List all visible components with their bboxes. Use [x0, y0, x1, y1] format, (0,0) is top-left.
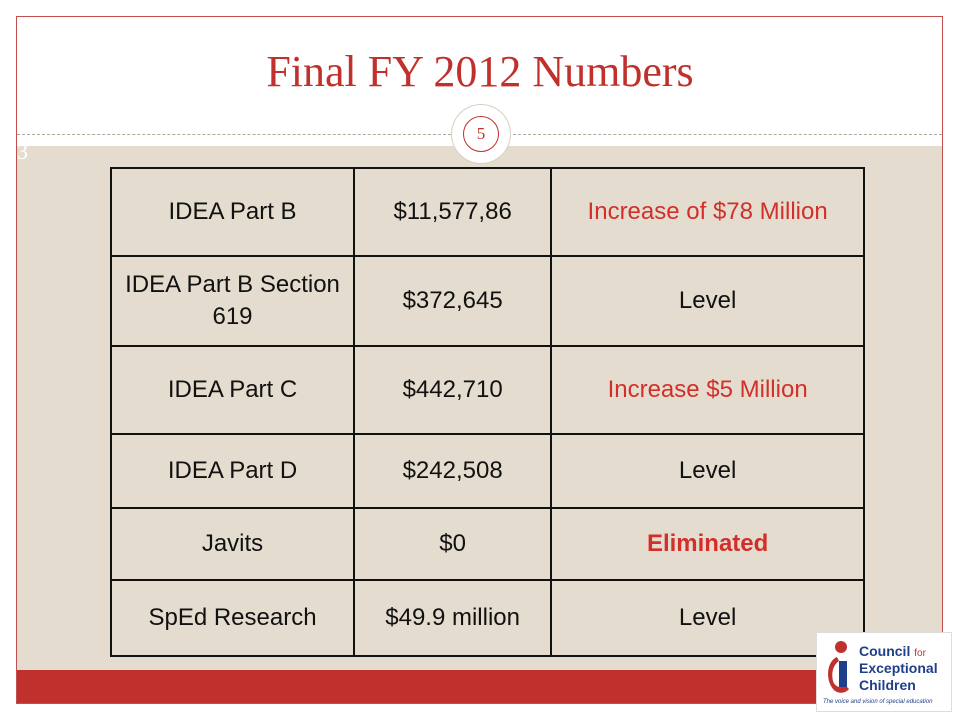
table-row: IDEA Part D $242,508 Level: [109, 433, 865, 509]
logo-line-3: Children: [859, 677, 916, 693]
amount-cell: $242,508: [353, 433, 553, 509]
change-cell: Increase of $78 Million: [550, 167, 865, 257]
change-cell: Level: [550, 579, 865, 657]
program-cell: IDEA Part D: [109, 433, 356, 509]
table-row: SpEd Research $49.9 million Level: [109, 579, 865, 657]
logo-word-for: for: [914, 648, 926, 659]
table-row: IDEA Part C $442,710 Increase $5 Million: [109, 345, 865, 435]
logo-word-council: Council: [859, 643, 911, 659]
footer-band: [17, 670, 942, 703]
logo-line-1: Council for: [859, 643, 926, 662]
program-cell: IDEA Part C: [109, 345, 356, 435]
table-row: Javits $0 Eliminated: [109, 507, 865, 581]
amount-cell: $372,645: [353, 255, 553, 347]
cec-logo-icon: [828, 641, 849, 693]
program-cell: SpEd Research: [109, 579, 356, 657]
amount-cell: $11,577,86: [353, 167, 553, 257]
table-row: IDEA Part B Section 619 $372,645 Level: [109, 255, 865, 347]
change-cell: Increase $5 Million: [550, 345, 865, 435]
logo-tagline: The voice and vision of special educatio…: [823, 699, 933, 705]
table-row: IDEA Part B $11,577,86 Increase of $78 M…: [109, 167, 865, 257]
logo-line-2: Exceptional: [859, 660, 938, 676]
amount-cell: $442,710: [353, 345, 553, 435]
amount-cell: $49.9 million: [353, 579, 553, 657]
change-cell: Level: [550, 255, 865, 347]
budget-table: IDEA Part B $11,577,86 Increase of $78 M…: [109, 167, 865, 657]
program-cell: Javits: [109, 507, 356, 581]
edge-mark: 3: [17, 139, 28, 164]
program-cell: IDEA Part B Section 619: [109, 255, 356, 347]
slide-title: Final FY 2012 Numbers: [266, 47, 694, 96]
program-cell: IDEA Part B: [109, 167, 356, 257]
cec-logo: Council for Exceptional Children The voi…: [816, 632, 952, 712]
page-number: 5: [463, 116, 499, 152]
change-cell: Level: [550, 433, 865, 509]
amount-cell: $0: [353, 507, 553, 581]
change-cell: Eliminated: [550, 507, 865, 581]
